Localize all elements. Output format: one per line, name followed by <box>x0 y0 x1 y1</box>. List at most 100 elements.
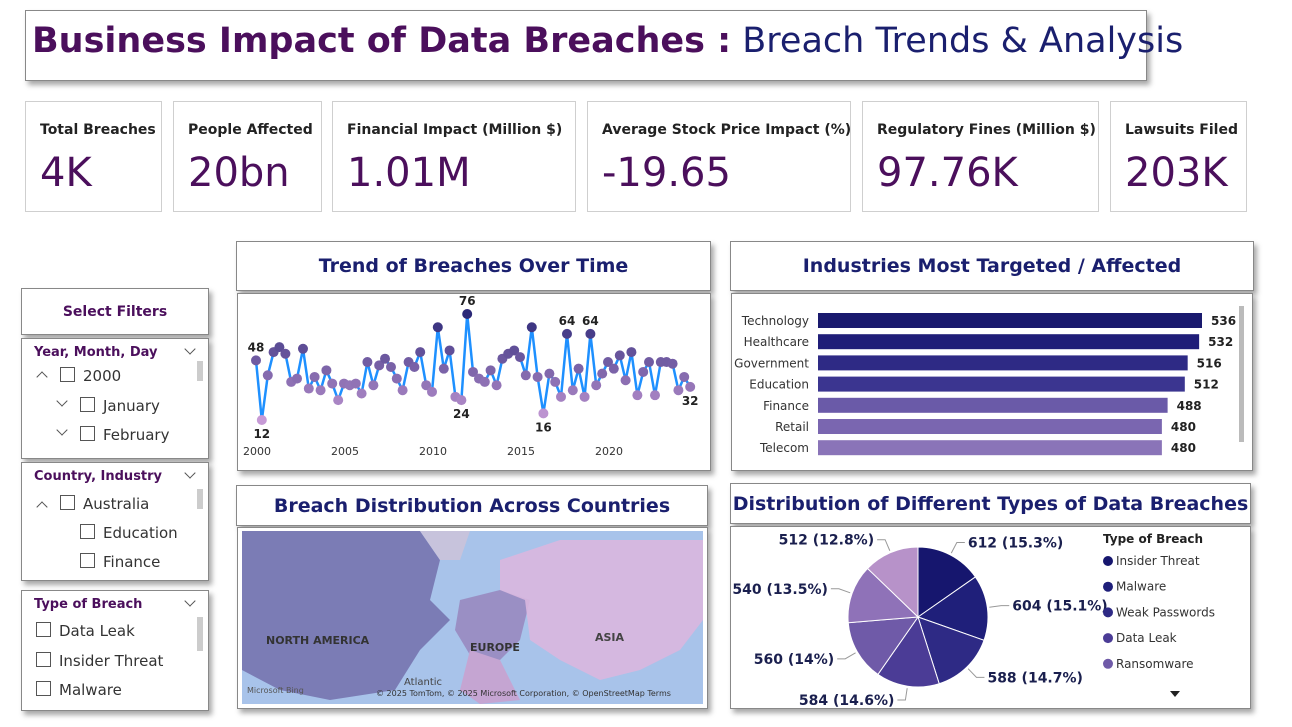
point <box>427 386 437 397</box>
point <box>479 376 490 387</box>
kpi-value: 97.76K <box>877 150 1018 196</box>
legend-label: Ransomware <box>1116 657 1194 671</box>
slicer-item[interactable]: Malware <box>36 681 122 699</box>
point <box>333 395 344 406</box>
data-label: 64 <box>582 314 599 328</box>
kpi-label: People Affected <box>188 122 313 138</box>
scrollbar[interactable] <box>197 361 203 381</box>
point <box>368 380 379 391</box>
point <box>591 380 602 391</box>
point <box>532 371 543 382</box>
point <box>626 347 637 358</box>
map-label: EUROPE <box>470 641 520 654</box>
data-label: 584 (14.6%) <box>799 693 894 709</box>
point <box>491 380 502 391</box>
slicer[interactable]: Year, Month, Day 2000 January February <box>21 338 209 459</box>
legend-label: Data Leak <box>1116 631 1177 645</box>
pie-slice <box>916 576 989 641</box>
item-label: February <box>103 426 170 444</box>
point <box>315 385 326 396</box>
kpi-label: Financial Impact (Million $) <box>347 122 563 138</box>
map-land <box>500 540 703 680</box>
slicer-title: Year, Month, Day <box>34 345 158 360</box>
point <box>327 378 338 389</box>
point <box>585 328 596 339</box>
point <box>303 383 314 394</box>
point <box>538 408 549 419</box>
title: Business Impact of Data Breaches : <box>32 21 732 61</box>
point <box>256 415 267 425</box>
bar <box>818 376 1185 392</box>
kpi-label: Total Breaches <box>40 122 156 138</box>
point <box>350 378 361 389</box>
kpi-value: 1.01M <box>347 150 471 196</box>
slicer[interactable]: Country, Industry Australia Education Fi… <box>21 462 209 581</box>
point <box>679 371 690 382</box>
point <box>614 350 625 361</box>
map-logo: Microsoft Bing <box>247 686 304 695</box>
chart-title: Distribution of Different Types of Data … <box>730 483 1251 524</box>
legend-label: Weak Passwords <box>1116 605 1215 619</box>
point <box>515 352 525 363</box>
item-label: Insider Threat <box>59 652 164 670</box>
point <box>444 345 455 356</box>
y-tick-label: Telecom <box>759 441 809 455</box>
slicer-item[interactable]: Insider Threat <box>36 652 163 670</box>
item-label: Australia <box>83 495 150 513</box>
point <box>292 373 303 384</box>
data-label: 16 <box>535 420 552 434</box>
point <box>432 322 443 333</box>
data-label: 488 <box>1177 399 1202 413</box>
slicer-item[interactable]: January <box>80 397 160 415</box>
leader-line <box>837 652 856 660</box>
slicer-item[interactable]: Finance <box>80 553 160 571</box>
data-label: 76 <box>459 294 476 308</box>
slicer-title: Country, Industry <box>34 469 163 484</box>
slicer-item[interactable]: 2000 <box>60 367 121 385</box>
point <box>485 365 496 376</box>
slicer-item[interactable]: Education <box>80 524 178 542</box>
scrollbar[interactable] <box>1239 306 1244 442</box>
x-tick-label: 2020 <box>595 445 623 458</box>
legend-label: Malware <box>1116 580 1166 594</box>
leader-line <box>950 542 965 554</box>
item-label: Education <box>103 524 178 542</box>
data-label: 64 <box>559 314 576 328</box>
point <box>644 357 655 368</box>
bar <box>818 397 1168 413</box>
pie-slice <box>917 616 985 685</box>
point <box>567 385 578 396</box>
kpi-label: Regulatory Fines (Million $) <box>877 122 1096 138</box>
item-label: January <box>103 397 160 415</box>
data-label: 536 <box>1211 314 1236 328</box>
map-label: Atlantic <box>404 677 442 688</box>
scrollbar[interactable] <box>197 489 203 509</box>
slicer[interactable]: Type of Breach Data Leak Insider Threat … <box>21 590 209 711</box>
item-label: Finance <box>103 553 161 571</box>
data-label: 24 <box>453 407 470 421</box>
point <box>544 368 555 379</box>
data-label: 516 <box>1197 356 1222 370</box>
point <box>526 322 537 333</box>
chart-title: Trend of Breaches Over Time <box>236 241 711 291</box>
slicer-title: Type of Breach <box>34 597 143 612</box>
data-label: 480 <box>1171 420 1196 434</box>
kpi-card: Financial Impact (Million $) 1.01M <box>332 101 576 212</box>
legend-swatch <box>1103 607 1113 618</box>
point <box>274 342 285 353</box>
filters-title: Select Filters <box>21 288 209 335</box>
kpi-card: People Affected 20bn <box>173 101 322 212</box>
y-tick-label: Healthcare <box>744 335 809 349</box>
point <box>415 347 426 358</box>
y-tick-label: Finance <box>763 399 809 413</box>
slicer-item[interactable]: Australia <box>60 495 149 513</box>
item-label: 2000 <box>83 367 122 385</box>
slicer-item[interactable]: Data Leak <box>36 622 135 640</box>
scrollbar[interactable] <box>197 617 203 651</box>
point <box>297 343 308 354</box>
slicer-item[interactable]: February <box>80 426 169 444</box>
map: NORTH AMERICA EUROPE ASIA Atlantic © 202… <box>242 531 703 704</box>
y-tick-label: Government <box>734 356 809 370</box>
